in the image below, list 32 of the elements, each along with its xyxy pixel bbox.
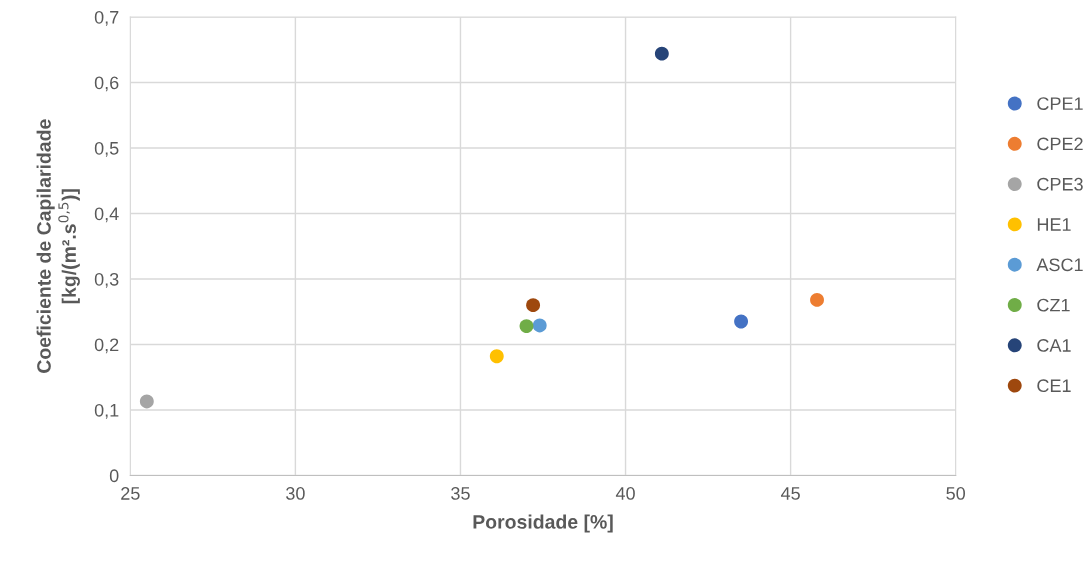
y-tick-label: 0,3 (94, 272, 119, 288)
point (810, 292, 824, 307)
legend-label: CPE3 (1037, 177, 1083, 191)
legend-label: CZ1 (1037, 298, 1070, 312)
legend-label: CE1 (1037, 379, 1071, 393)
y-tick-label: 0,1 (94, 403, 119, 419)
legend-label: HE1 (1037, 218, 1071, 231)
y-axis-title: Coeficiente de Capilaridade [kg/(m².s$^{0,5}$)] (36, 119, 80, 373)
y-tick-label: 0,5 (94, 141, 119, 157)
x-tick-label: 50 (946, 487, 966, 500)
y-tick-label: 0,4 (94, 207, 119, 223)
x-axis-title: Porosidade [%] (473, 514, 613, 533)
y-tick-label: 0,2 (94, 338, 119, 354)
point (519, 319, 534, 334)
y-tick-label: 0,7 (94, 10, 119, 26)
y-tick-label: 0,6 (94, 76, 119, 92)
x-tick-label: 40 (615, 487, 635, 500)
point (654, 46, 669, 61)
x-tick-label: 25 (121, 487, 140, 500)
point (526, 298, 541, 313)
point (532, 318, 547, 333)
legend-label: CPE1 (1037, 97, 1083, 110)
x-tick-label: 30 (286, 487, 305, 500)
point (734, 314, 749, 329)
point (489, 349, 504, 364)
legend-label: ASC1 (1036, 258, 1083, 272)
legend-label: CPE2 (1037, 137, 1083, 151)
y-tick-label: 0 (109, 469, 119, 483)
x-tick-label: 45 (780, 487, 800, 500)
x-tick-label: 35 (451, 487, 470, 500)
point (139, 394, 154, 409)
legend-label: CA1 (1037, 339, 1071, 352)
